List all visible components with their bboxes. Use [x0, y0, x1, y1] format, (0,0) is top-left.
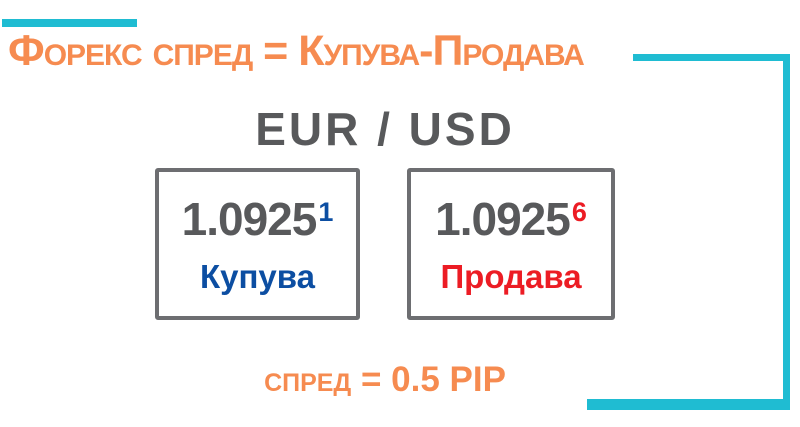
- buy-quote-box: 1.09251 Купува: [155, 168, 360, 320]
- bottom-accent-bar: [587, 399, 790, 410]
- sell-pip-digit: 6: [571, 196, 587, 227]
- buy-label: Купува: [200, 257, 315, 295]
- buy-price: 1.09251: [182, 196, 334, 242]
- page-title: Форекс спред = Купува-Продава: [8, 27, 585, 75]
- sell-label: Продава: [440, 257, 582, 295]
- sell-quote-box: 1.09256 Продава: [407, 168, 615, 320]
- sell-price: 1.09256: [435, 196, 587, 242]
- currency-pair-title: EUR / USD: [255, 103, 515, 155]
- connector-line-vertical: [783, 54, 790, 410]
- buy-pip-digit: 1: [318, 196, 334, 227]
- top-accent-bar: [2, 19, 137, 27]
- buy-price-main: 1.0925: [181, 192, 318, 245]
- spread-note: спред = 0.5 PIP: [264, 360, 506, 399]
- sell-price-main: 1.0925: [435, 192, 571, 245]
- connector-line-horizontal: [633, 54, 790, 61]
